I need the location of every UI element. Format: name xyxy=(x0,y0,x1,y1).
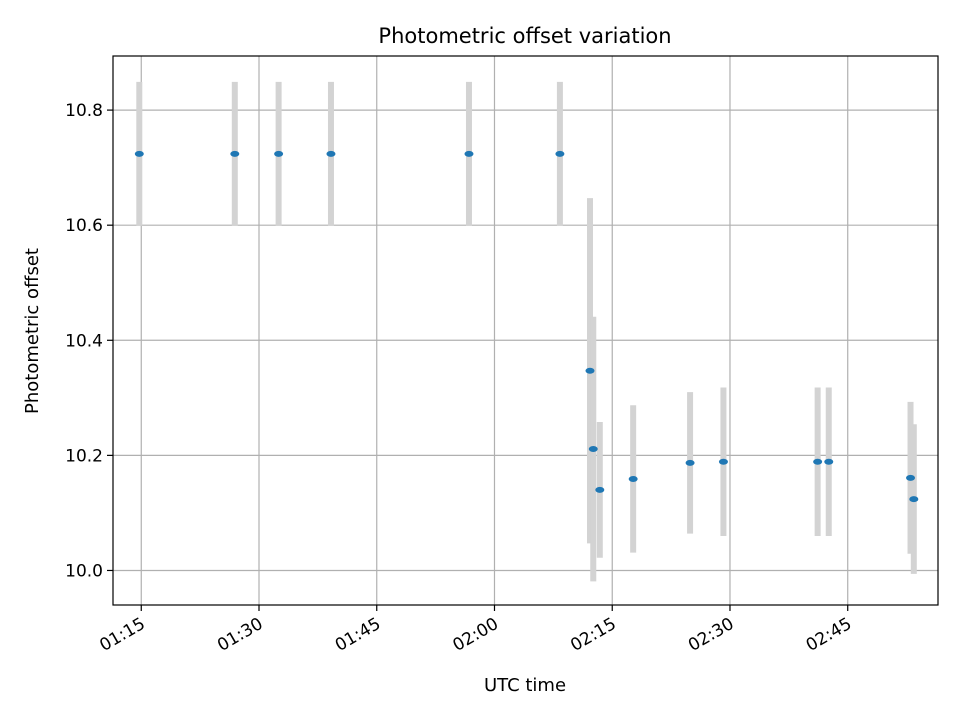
data-point xyxy=(134,150,144,157)
x-tick-label: 01:45 xyxy=(332,614,384,656)
errorbar-layer xyxy=(136,81,917,582)
y-tick-label: 10.4 xyxy=(65,331,103,351)
x-tick-label: 02:15 xyxy=(567,614,619,656)
plot-frame xyxy=(112,55,939,606)
data-point xyxy=(464,150,474,157)
y-tick-label: 10.6 xyxy=(65,216,103,236)
y-axis-title: Photometric offset xyxy=(22,248,43,414)
x-tick-label: 02:45 xyxy=(803,614,855,656)
x-tick-label: 01:15 xyxy=(96,614,148,656)
y-tick-label: 10.8 xyxy=(65,101,103,121)
tick-layer: 01:15 01:30 01:45 02:00 02:15 02:30 02:45 10.0 1… xyxy=(65,101,855,656)
y-tick-label: 10.0 xyxy=(65,561,103,581)
data-point xyxy=(824,458,834,465)
data-point xyxy=(718,458,728,465)
x-tick-label: 02:30 xyxy=(685,614,737,656)
grid-layer xyxy=(113,56,938,605)
x-axis-title: UTC time xyxy=(484,675,566,696)
data-point xyxy=(909,496,919,503)
data-point xyxy=(274,150,284,157)
data-point xyxy=(813,458,823,465)
x-tick-label: 01:30 xyxy=(214,614,266,656)
data-point xyxy=(595,486,605,493)
data-point xyxy=(628,475,638,482)
x-tick-label: 02:00 xyxy=(450,614,502,656)
point-layer xyxy=(134,150,919,503)
chart-title: Photometric offset variation xyxy=(378,24,671,48)
data-point xyxy=(230,150,240,157)
data-point xyxy=(588,446,598,453)
data-point xyxy=(555,150,565,157)
data-point xyxy=(685,459,695,466)
y-tick-label: 10.2 xyxy=(65,446,103,466)
data-point xyxy=(906,474,916,481)
data-point xyxy=(585,367,595,374)
data-point xyxy=(326,150,336,157)
